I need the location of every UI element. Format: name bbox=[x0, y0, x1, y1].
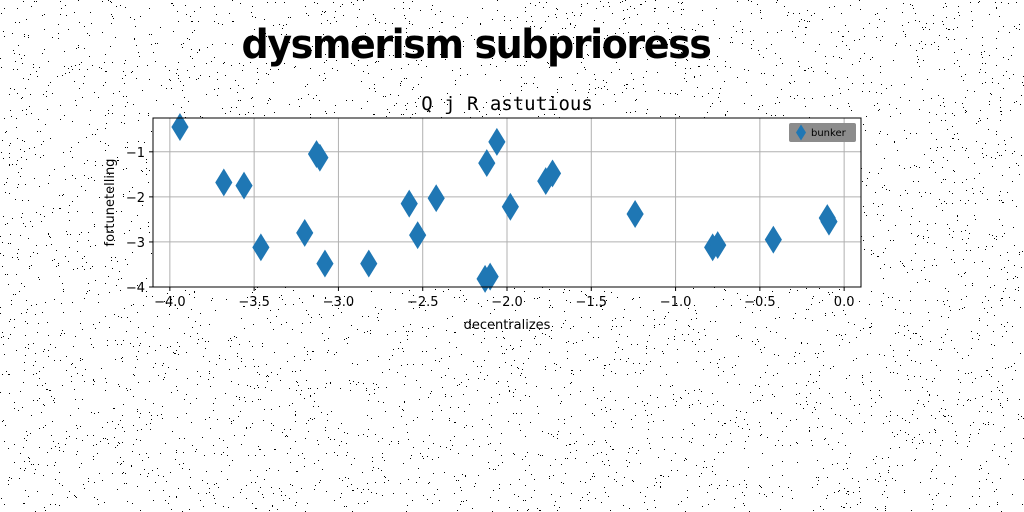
y-axis-label: fortunetelling bbox=[103, 159, 118, 247]
grid bbox=[153, 118, 861, 288]
data-point bbox=[427, 184, 445, 213]
x-tick-label: −2.0 bbox=[491, 295, 523, 310]
data-point bbox=[215, 168, 233, 197]
x-tick-label: −1.5 bbox=[575, 295, 607, 310]
y-tick-label: −1 bbox=[126, 146, 145, 161]
x-axis: −4.0 −3.5 −3.0 −2.5 −2.0 −1.5 −1.0 −0.5 0.0 bbox=[154, 287, 854, 310]
x-tick-label: −0.5 bbox=[744, 295, 776, 310]
legend-box bbox=[789, 123, 856, 142]
data-point bbox=[409, 221, 427, 250]
x-tick-label: −3.0 bbox=[323, 295, 355, 310]
plot-frame bbox=[152, 117, 862, 288]
data-point bbox=[400, 189, 418, 218]
x-tick-label: 0.0 bbox=[834, 295, 855, 310]
data-point bbox=[501, 192, 519, 221]
chart-title: Q j R astutious bbox=[421, 93, 593, 115]
data-point bbox=[488, 127, 506, 156]
data-point bbox=[360, 249, 378, 278]
data-points bbox=[171, 113, 838, 293]
y-tick-label: −3 bbox=[126, 236, 145, 251]
x-tick-label: −3.5 bbox=[238, 295, 270, 310]
x-axis-label: decentralizes bbox=[464, 318, 551, 333]
legend-label: bunker bbox=[811, 128, 847, 139]
data-point bbox=[764, 225, 782, 254]
data-point bbox=[171, 113, 189, 141]
data-point bbox=[311, 143, 329, 172]
data-point bbox=[235, 171, 253, 200]
y-tick-label: −4 bbox=[126, 281, 145, 296]
data-point bbox=[252, 233, 270, 262]
legend-marker bbox=[796, 124, 806, 141]
legend: bunker bbox=[789, 123, 856, 142]
page-title: dysmerism subprioress bbox=[241, 22, 712, 68]
data-point bbox=[481, 262, 499, 291]
data-point bbox=[478, 149, 496, 178]
data-point bbox=[316, 249, 334, 278]
data-point bbox=[543, 159, 562, 188]
data-point bbox=[820, 207, 838, 236]
data-point bbox=[626, 200, 644, 228]
y-axis: −1 −2 −3 −4 bbox=[126, 146, 153, 296]
data-point bbox=[709, 231, 727, 260]
x-tick-label: −4.0 bbox=[154, 295, 186, 310]
y-tick-label: −2 bbox=[126, 191, 145, 206]
data-point bbox=[296, 218, 314, 247]
x-tick-label: −2.5 bbox=[407, 295, 439, 310]
x-tick-label: −1.0 bbox=[660, 295, 692, 310]
